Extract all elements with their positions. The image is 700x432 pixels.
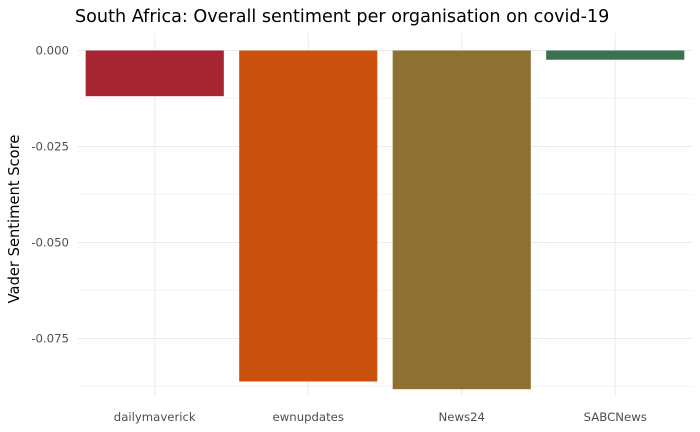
- bar-dailymaverick: [85, 50, 224, 97]
- chart-title: South Africa: Overall sentiment per orga…: [75, 7, 609, 27]
- x-tick-label: ewnupdates: [273, 410, 344, 424]
- minor-gridlines: [78, 98, 692, 387]
- bar-ewnupdates: [239, 50, 378, 382]
- bars: [85, 50, 685, 390]
- y-axis-tick-labels: 0.000 -0.025 -0.050 -0.075: [31, 44, 69, 346]
- y-tick-label: -0.075: [31, 332, 69, 346]
- y-tick-label: -0.025: [31, 140, 69, 154]
- y-tick-label: -0.050: [31, 236, 69, 250]
- y-tick-label: 0.000: [36, 44, 69, 58]
- y-axis-title: Vader Sentiment Score: [6, 135, 23, 304]
- bar-news24: [392, 50, 531, 390]
- x-tick-label: SABCNews: [584, 410, 647, 424]
- bar-sabcnews: [546, 50, 685, 60]
- x-axis-tick-labels: dailymaverick ewnupdates News24 SABCNews: [114, 410, 647, 424]
- x-tick-label: dailymaverick: [114, 410, 196, 424]
- x-tick-label: News24: [439, 410, 485, 424]
